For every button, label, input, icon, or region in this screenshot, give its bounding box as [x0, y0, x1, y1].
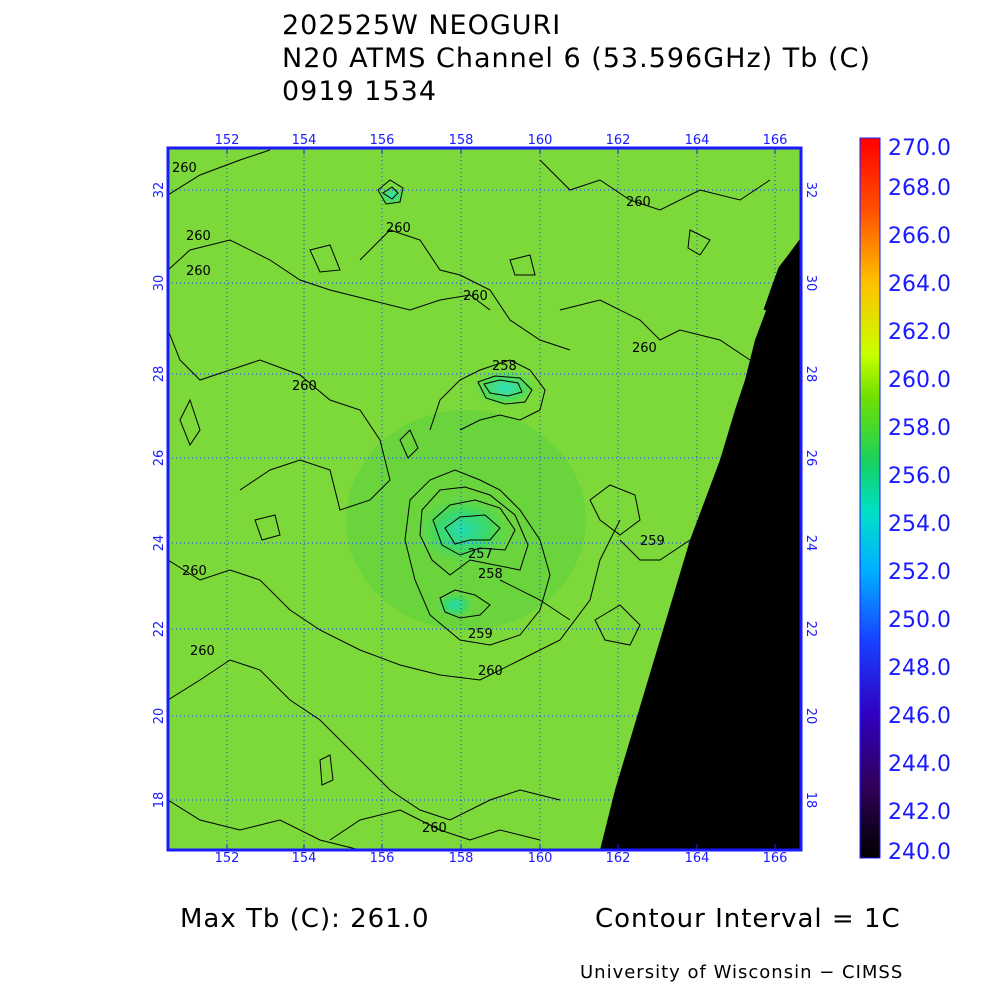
lon-label: 162 [606, 133, 631, 148]
lat-label: 28 [152, 366, 167, 383]
colorbar-label: 262.0 [888, 320, 951, 345]
colorbar-frame [859, 137, 881, 859]
contour-label: 257 [468, 547, 493, 562]
lat-label: 32 [152, 182, 167, 199]
colorbar-labels: 270.0 268.0 266.0 264.0 262.0 260.0 258.… [888, 136, 951, 865]
colorbar-label: 256.0 [888, 464, 951, 489]
lon-labels-top: 152 154 156 158 160 162 164 166 [215, 133, 788, 148]
colorbar-label: 258.0 [888, 416, 951, 441]
lon-label: 156 [370, 133, 395, 148]
title-storm: 202525W NEOGURI [282, 10, 562, 41]
map-frame [166, 146, 803, 852]
colorbar-label: 270.0 [888, 136, 951, 161]
contour-label: 258 [492, 359, 517, 374]
lat-label: 24 [803, 535, 818, 552]
land-mask [600, 239, 801, 850]
contour-label: 260 [632, 341, 657, 356]
contour-value-labels: 260 260 260 260 260 260 260 260 260 258 … [172, 161, 665, 836]
contour-label: 260 [626, 195, 651, 210]
lon-label: 156 [370, 851, 395, 866]
colorbar-label: 244.0 [888, 752, 951, 777]
contour-label: 260 [182, 564, 207, 579]
colorbar-label: 264.0 [888, 272, 951, 297]
lon-label: 160 [528, 851, 553, 866]
colorbar-label: 252.0 [888, 560, 951, 585]
lat-label: 18 [152, 792, 167, 809]
lon-label: 166 [763, 851, 788, 866]
credit-text: University of Wisconsin − CIMSS [580, 962, 904, 983]
colorbar-label: 266.0 [888, 224, 951, 249]
contour-label: 260 [478, 664, 503, 679]
lat-label: 26 [803, 450, 818, 467]
lat-labels-left: 18 20 22 24 26 28 30 32 [152, 182, 167, 809]
lon-label: 160 [528, 133, 553, 148]
lon-label: 166 [763, 133, 788, 148]
lon-label: 152 [215, 133, 240, 148]
lon-label: 164 [685, 133, 710, 148]
contour-label: 260 [172, 161, 197, 176]
lat-label: 28 [803, 366, 818, 383]
lon-label: 164 [685, 851, 710, 866]
lat-label: 22 [803, 621, 818, 638]
graticule [168, 148, 801, 850]
contour-label: 260 [463, 289, 488, 304]
lat-label: 18 [803, 792, 818, 809]
lon-label: 158 [449, 851, 474, 866]
lat-label: 26 [152, 450, 167, 467]
colorbar-label: 246.0 [888, 704, 951, 729]
colorbar-label: 242.0 [888, 800, 951, 825]
contour-label: 260 [422, 821, 447, 836]
lat-label: 20 [152, 708, 167, 725]
lat-label: 30 [803, 275, 818, 292]
colorbar-label: 260.0 [888, 368, 951, 393]
contour-label: 260 [186, 264, 211, 279]
contour-label: 260 [292, 379, 317, 394]
lon-label: 154 [292, 851, 317, 866]
contour-label: 258 [478, 567, 503, 582]
tick-marks [226, 148, 776, 850]
contour-label: 259 [468, 627, 493, 642]
title-datetime: 0919 1534 [282, 76, 438, 107]
contour-label: 260 [386, 221, 411, 236]
lon-label: 154 [292, 133, 317, 148]
contour-interval-text: Contour Interval = 1C [595, 904, 901, 934]
lat-label: 32 [803, 182, 818, 199]
lat-label: 24 [152, 535, 167, 552]
lat-label: 30 [152, 275, 167, 292]
lat-label: 20 [803, 708, 818, 725]
colorbar-label: 248.0 [888, 656, 951, 681]
contour-label: 260 [190, 644, 215, 659]
lat-labels-right: 18 20 22 24 26 28 30 32 [803, 182, 818, 809]
lon-label: 152 [215, 851, 240, 866]
max-tb-text: Max Tb (C): 261.0 [180, 904, 430, 934]
colorbar-label: 254.0 [888, 512, 951, 537]
lon-label: 158 [449, 133, 474, 148]
colorbar-label: 268.0 [888, 176, 951, 201]
contour-lines [168, 149, 771, 850]
contour-label: 259 [640, 534, 665, 549]
lon-labels-bottom: 152 154 156 158 160 162 164 166 [215, 851, 788, 866]
lon-label: 162 [606, 851, 631, 866]
lat-label: 22 [152, 621, 167, 638]
contour-label: 260 [186, 229, 211, 244]
colorbar-label: 250.0 [888, 608, 951, 633]
colorbar-label: 240.0 [888, 840, 951, 865]
colorbar [860, 138, 880, 858]
title-channel: N20 ATMS Channel 6 (53.596GHz) Tb (C) [282, 43, 871, 74]
